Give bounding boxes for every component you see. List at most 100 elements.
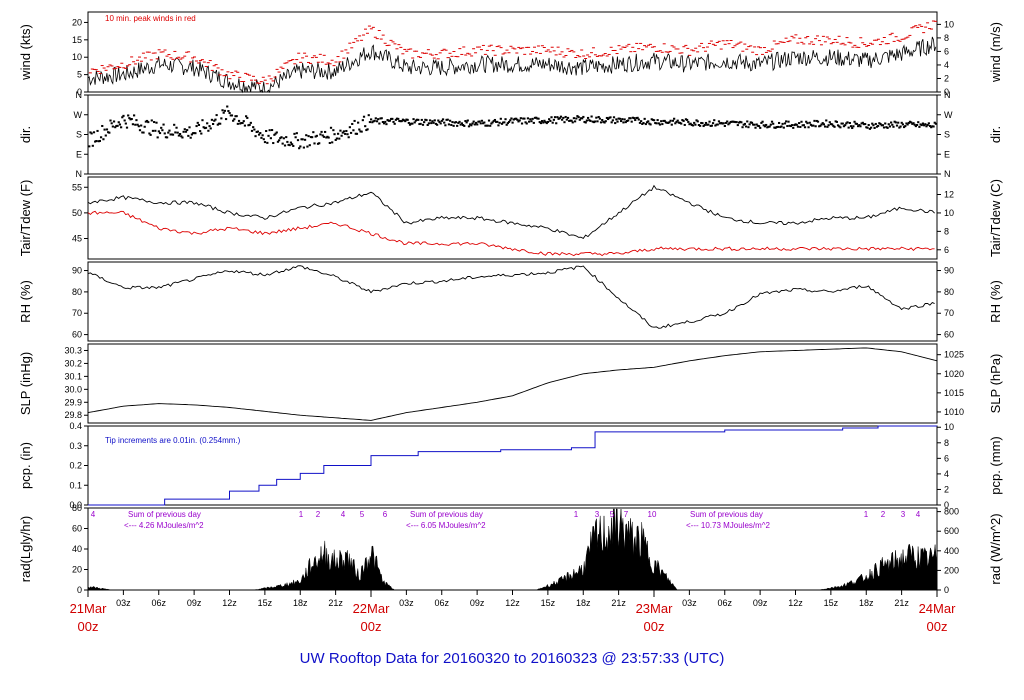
- dir-point: [268, 129, 271, 132]
- dir-point: [497, 124, 500, 127]
- dir-point: [518, 119, 521, 122]
- dir-point: [897, 121, 900, 124]
- dir-point: [923, 124, 926, 127]
- dir-left-tick-label: E: [76, 149, 82, 159]
- dir-right-tick-label: N: [944, 169, 951, 179]
- temp-left-tick-label: 45: [72, 234, 82, 244]
- dir-point: [874, 122, 877, 125]
- dir-point: [434, 122, 438, 125]
- rad-cloud-mark: 5: [360, 510, 365, 519]
- dir-point: [838, 125, 841, 128]
- dir-point: [229, 114, 232, 117]
- dir-point: [142, 131, 145, 134]
- dir-point: [300, 138, 303, 141]
- dir-point: [101, 124, 104, 127]
- dir-point: [357, 121, 360, 124]
- dir-point: [767, 125, 770, 128]
- dir-point: [245, 115, 248, 118]
- dir-point: [504, 118, 507, 121]
- dir-point: [187, 134, 190, 137]
- rh-left-tick-label: 90: [72, 266, 82, 276]
- dir-point: [228, 112, 231, 115]
- rad-annotation-line2: <--- 6.05 MJoules/m^2: [406, 521, 486, 530]
- dir-point: [385, 123, 388, 126]
- rad-cloud-mark: 1: [299, 510, 304, 519]
- dir-point: [695, 119, 698, 122]
- dir-point: [669, 119, 672, 122]
- dir-point: [463, 124, 466, 127]
- dir-point: [255, 130, 258, 133]
- dir-point: [129, 118, 132, 121]
- dir-point: [529, 118, 532, 121]
- dir-point: [561, 118, 564, 121]
- dir-point: [637, 118, 640, 121]
- rad-cloud-mark: 2: [881, 510, 886, 519]
- dir-point: [835, 120, 838, 123]
- dir-point: [443, 121, 446, 124]
- dir-point: [439, 122, 442, 125]
- dir-point: [381, 121, 384, 124]
- dir-point: [911, 122, 914, 125]
- dir-point: [290, 143, 294, 146]
- dir-point: [592, 121, 596, 124]
- dir-point: [411, 122, 414, 125]
- dir-point: [265, 130, 268, 133]
- dir-point: [540, 120, 544, 123]
- dir-point: [208, 125, 211, 128]
- dir-point: [890, 121, 893, 124]
- dir-point: [552, 118, 555, 121]
- dir-point: [405, 118, 408, 121]
- dir-point: [222, 111, 225, 114]
- dir-point: [823, 125, 827, 128]
- dir-point: [655, 122, 658, 125]
- dir-point: [267, 134, 270, 137]
- dir-point: [736, 124, 739, 127]
- dir-point: [713, 119, 716, 122]
- dir-point: [312, 131, 315, 134]
- dir-point: [663, 119, 666, 122]
- day-label: 23Mar: [636, 601, 674, 616]
- dir-point: [873, 126, 876, 129]
- dir-point: [834, 120, 837, 123]
- dir-point: [885, 126, 888, 129]
- pcp-left-tick-label: 0.2: [69, 461, 82, 471]
- rad-cloud-mark: 7: [624, 510, 629, 519]
- dir-point: [386, 119, 389, 122]
- rad-annotation-line2: <--- 10.73 MJoules/m^2: [686, 521, 771, 530]
- dir-point: [412, 118, 415, 121]
- dir-point: [266, 141, 269, 144]
- pcp-right-tick-label: 4: [944, 469, 949, 479]
- dir-point: [642, 122, 645, 125]
- dir-point: [807, 126, 810, 129]
- dir-point: [210, 118, 214, 121]
- dir-point: [470, 124, 473, 127]
- dir-point: [563, 121, 566, 124]
- dir-point: [858, 124, 861, 127]
- dir-point: [864, 123, 867, 126]
- dir-point: [716, 123, 719, 126]
- temp-right-axis-label: Tair/Tdew (C): [988, 179, 1003, 257]
- dir-point: [445, 118, 448, 121]
- x-tick-label: 09z: [753, 598, 768, 608]
- dir-point: [358, 128, 361, 131]
- rad-cloud-mark: 2: [316, 510, 321, 519]
- dir-point: [893, 120, 896, 123]
- dir-point: [167, 131, 170, 134]
- pcp-left-tick-label: 0.1: [69, 480, 82, 490]
- temp-right-tick-label: 8: [944, 226, 949, 236]
- dir-point: [393, 122, 396, 125]
- dir-point: [928, 125, 932, 128]
- rh-series-line: [87, 265, 935, 329]
- dir-point: [492, 120, 495, 123]
- dir-point: [309, 136, 313, 139]
- dir-point: [420, 118, 423, 121]
- dir-point: [362, 115, 366, 118]
- dir-point: [149, 133, 152, 136]
- dir-point: [241, 122, 244, 125]
- dir-point: [757, 125, 761, 128]
- dir-point: [761, 120, 764, 123]
- dir-point: [653, 119, 656, 122]
- dir-point: [288, 144, 291, 147]
- dir-point: [190, 133, 193, 136]
- dir-point: [305, 134, 308, 137]
